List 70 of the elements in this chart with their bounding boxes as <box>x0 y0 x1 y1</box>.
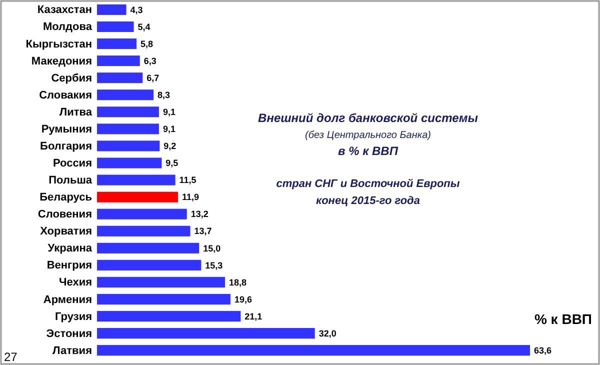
annotation: стран СНГ и Восточной Европы <box>276 178 460 190</box>
data-label: 4,3 <box>130 4 143 15</box>
bar <box>97 345 530 356</box>
y-tick-label: Сербия <box>51 72 92 84</box>
annotation: в % к ВВП <box>338 144 398 158</box>
bar <box>97 38 136 50</box>
annotation: конец 2015-го года <box>316 195 420 207</box>
data-label: 9,5 <box>166 158 178 168</box>
y-tick-label: Армения <box>43 294 92 306</box>
bar <box>97 208 187 220</box>
text: Внешний долг банковской системы <box>258 111 479 125</box>
y-tick-label: Словения <box>38 208 92 221</box>
data-label: 18,8 <box>228 277 247 288</box>
data-label: 13,7 <box>194 226 212 236</box>
data-label: 32,0 <box>318 328 336 338</box>
data-label: 9,1 <box>162 124 176 134</box>
data-label: 15,0 <box>203 243 221 254</box>
y-tick-label: Беларусь <box>40 192 92 204</box>
y-tick-label: Россия <box>52 157 92 170</box>
data-label: 9,2 <box>164 141 176 152</box>
data-label: 5,8 <box>140 38 154 49</box>
bar <box>97 124 159 134</box>
bar <box>97 4 126 15</box>
y-tick-label: Грузия <box>54 310 92 323</box>
y-tick-label: Македония <box>31 55 92 68</box>
y-tick-label: Казахстан <box>37 4 92 16</box>
y-tick-label: Польша <box>48 174 93 187</box>
bar <box>97 140 160 152</box>
data-label: 21,1 <box>244 311 262 322</box>
data-label: 6,7 <box>146 72 160 83</box>
y-tick-label: Словакия <box>39 89 92 102</box>
y-tick-label: Украина <box>48 242 93 255</box>
text: (без Центрального Банка) <box>305 130 431 141</box>
data-label: 63,6 <box>534 345 552 356</box>
bar <box>97 106 159 118</box>
bar <box>97 90 154 100</box>
bar <box>97 174 176 186</box>
data-label: 9,1 <box>162 107 176 118</box>
bar <box>97 192 178 202</box>
y-tick-label: Кыргызстан <box>26 38 92 50</box>
y-tick-label: Венгрия <box>46 260 92 272</box>
bar <box>97 260 202 270</box>
bar <box>97 72 143 84</box>
y-tick-label: Эстония <box>46 328 92 340</box>
data-label: 19,6 <box>234 294 252 304</box>
bar <box>97 158 162 168</box>
data-label: 11,5 <box>179 175 196 186</box>
bar <box>97 242 200 254</box>
data-label: 13,2 <box>190 209 208 220</box>
data-label: 11,9 <box>182 192 200 202</box>
bar <box>97 226 190 236</box>
y-tick-label: Румыния <box>41 123 92 136</box>
bar <box>97 294 230 304</box>
bar <box>97 276 225 288</box>
data-label: 5,4 <box>138 22 150 32</box>
bar <box>97 56 140 66</box>
x-axis-title: % к ВВП <box>534 311 592 327</box>
y-tick-label: Молдова <box>42 21 93 34</box>
text: 27 <box>4 350 18 364</box>
bar <box>97 328 315 339</box>
data-label: 8,3 <box>158 90 170 100</box>
y-tick-label: Болгария <box>40 140 92 152</box>
y-tick-label: Литва <box>59 106 93 118</box>
bar <box>97 310 241 322</box>
y-tick-label: Хорватия <box>40 226 92 238</box>
data-label: 15,3 <box>205 260 223 270</box>
y-tick-label: Латвия <box>52 344 92 357</box>
bar <box>97 21 134 32</box>
data-label: 6,3 <box>144 56 156 66</box>
y-tick-label: Чехия <box>59 276 92 289</box>
